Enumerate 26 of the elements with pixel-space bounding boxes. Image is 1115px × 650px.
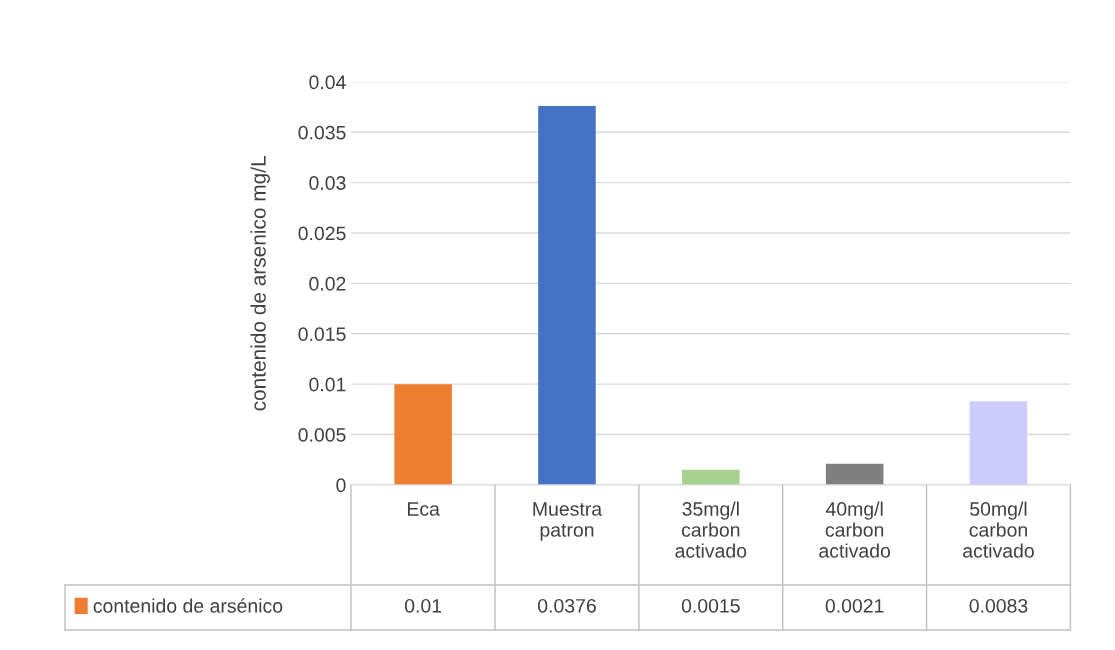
bar — [825, 463, 884, 485]
x-tick-label: 35mg/l carbon activado — [675, 501, 747, 558]
data-label: 0.0021 — [825, 598, 884, 613]
data-label: 0.01 — [404, 598, 442, 613]
y-tick-label: 0.04 — [309, 75, 346, 90]
data-label: 0.0376 — [538, 598, 596, 613]
bar — [969, 401, 1028, 485]
x-tick-label: Muestra patron — [533, 502, 603, 541]
x-tick-label: Eca — [407, 502, 440, 516]
y-tick-label: 0.035 — [298, 125, 346, 140]
legend-label: contenido de arsénico — [93, 598, 283, 613]
y-tick-label: 0.025 — [298, 226, 346, 241]
data-label: 0.0083 — [969, 598, 1028, 613]
y-tick-label: 0.01 — [309, 377, 346, 392]
y-tick-label: 0 — [336, 478, 346, 493]
bar — [394, 384, 452, 485]
y-axis-title: contenido de arsenico mg/L — [250, 156, 270, 411]
y-tick-label: 0.02 — [309, 276, 346, 291]
bar — [538, 106, 596, 485]
y-tick-label: 0.005 — [298, 427, 346, 442]
x-tick-label: 50mg/l carbon activado — [963, 501, 1034, 558]
x-tick-label: 40mg/l carbon activado — [819, 501, 891, 558]
data-label: 0.0015 — [681, 598, 740, 613]
y-tick-label: 0.03 — [309, 176, 346, 190]
bar — [682, 469, 740, 485]
y-tick-label: 0.015 — [298, 327, 346, 342]
